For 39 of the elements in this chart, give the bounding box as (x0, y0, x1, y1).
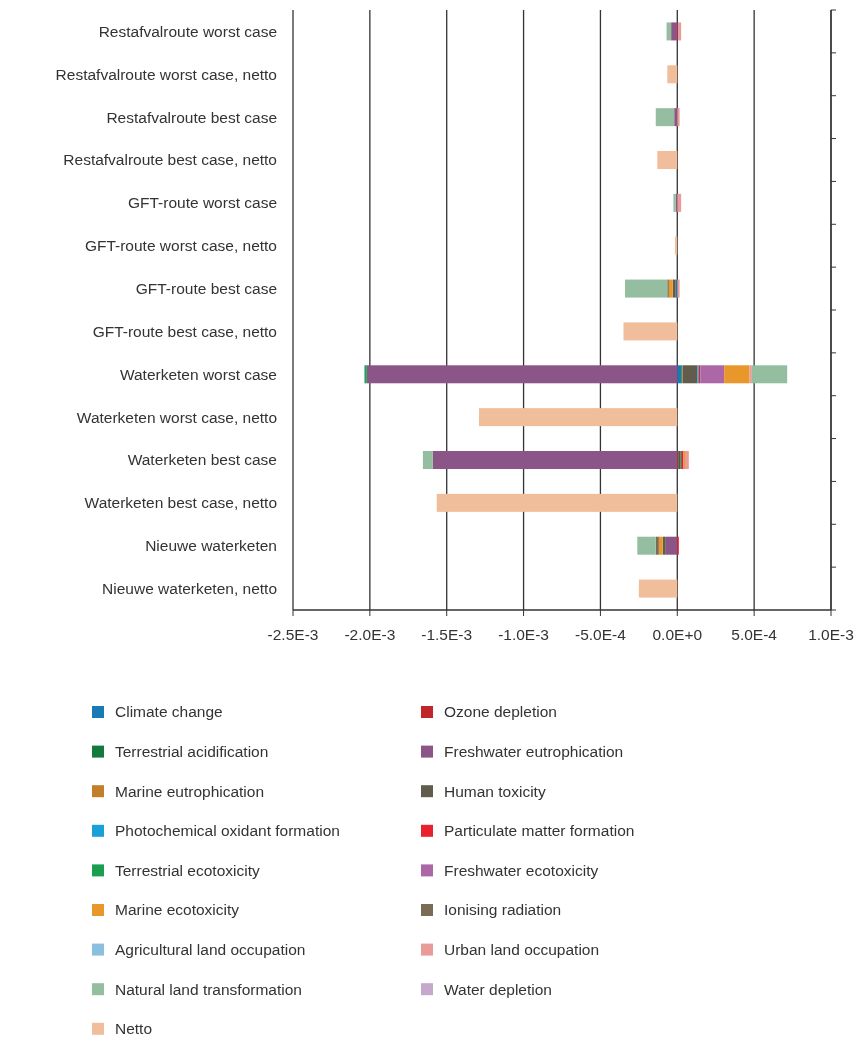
legend-label: Photochemical oxidant formation (115, 822, 340, 840)
legend-label: Ionising radiation (444, 901, 562, 919)
y-tick-label: Restafvalroute best case (106, 108, 277, 126)
y-tick-label: GFT-route worst case, netto (84, 237, 277, 255)
x-tick-label: -2.0E-3 (344, 626, 396, 643)
legend-label: Water depletion (444, 980, 552, 998)
y-tick-label: GFT-route worst case (127, 194, 277, 212)
legend-label: Marine eutrophication (115, 782, 265, 800)
y-tick-label: Restafvalroute worst case, netto (55, 65, 277, 83)
y-tick-label: Nieuwe waterketen, netto (102, 580, 277, 597)
legend-label: Terrestrial ecotoxicity (115, 861, 260, 879)
legend-label: Marine ecotoxicity (115, 901, 240, 919)
legend-label: Particulate matter formation (444, 822, 635, 840)
legend-label: Agricultural land occupation (115, 941, 306, 959)
y-tick-label: GFT-route best case (135, 280, 277, 297)
legend-label: Terrestrial acidification (115, 743, 269, 761)
legend-label: Freshwater eutrophication (444, 743, 624, 761)
x-tick-label: 5.0E-4 (731, 626, 778, 643)
x-tick-label: -5.0E-4 (575, 626, 627, 643)
y-tick-label: Restafvalroute best case, netto (63, 151, 277, 169)
y-tick-label: GFT-route best case, netto (92, 322, 277, 340)
x-tick-label: -1.5E-3 (421, 626, 473, 643)
y-tick-label: Waterketen best case, netto (84, 494, 277, 512)
y-tick-label: Waterketen worst case (119, 365, 277, 383)
x-tick-label: 0.0E+0 (652, 626, 703, 643)
y-tick-label: Waterketen best case (127, 451, 277, 469)
legend-label: Human toxicity (444, 782, 546, 800)
x-tick-label: -1.0E-3 (498, 626, 549, 643)
legend-label: Ozone depletion (444, 703, 557, 721)
y-tick-label: Restafvalroute worst case (98, 22, 277, 40)
x-tick-label: 1.0E-3 (808, 626, 854, 643)
y-tick-label: Nieuwe waterketen (145, 537, 277, 555)
legend-label: Urban land occupation (444, 941, 600, 959)
y-tick-label: Waterketen worst case, netto (76, 408, 277, 426)
legend-label: Natural land transformation (115, 980, 302, 998)
legend-label: Climate change (115, 703, 223, 721)
legend-label: Netto (115, 1020, 153, 1038)
x-tick-label: -2.5E-3 (267, 626, 319, 643)
legend-label: Freshwater ecotoxicity (444, 861, 599, 879)
